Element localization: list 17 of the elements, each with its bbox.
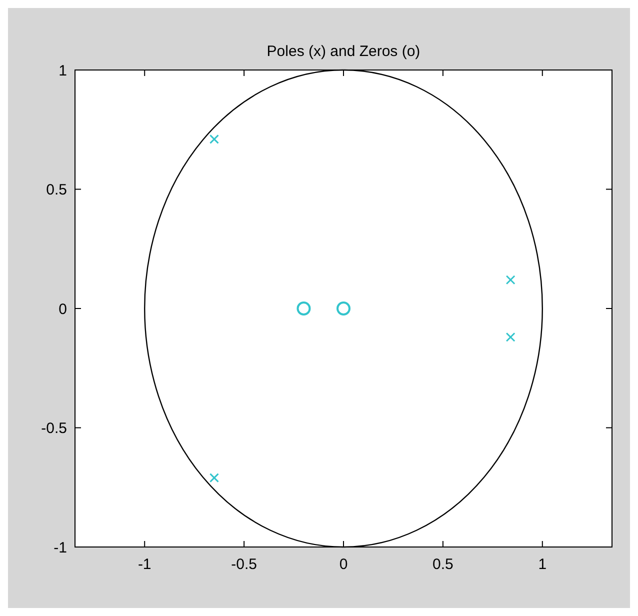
y-tick-label: 0.5 [46, 182, 67, 198]
point [209, 473, 219, 483]
y-tick-label: -1 [54, 539, 67, 556]
x-tick-label: -1 [138, 556, 152, 573]
x-tick-label: 0.5 [432, 556, 454, 573]
y-tick-label: -0.5 [41, 420, 67, 437]
point [296, 302, 311, 316]
x-tick-label: -0.5 [231, 556, 257, 573]
point [506, 332, 516, 342]
y-tick-label: 1 [58, 62, 67, 80]
point [506, 275, 516, 285]
x-tick-label: 1 [538, 556, 547, 573]
point [336, 302, 350, 316]
point [209, 134, 219, 144]
x-tick-label: 0 [339, 556, 348, 573]
y-tick-label: 0 [58, 300, 67, 318]
chart-title: Poles (x) and Zeros (o) [266, 43, 420, 60]
